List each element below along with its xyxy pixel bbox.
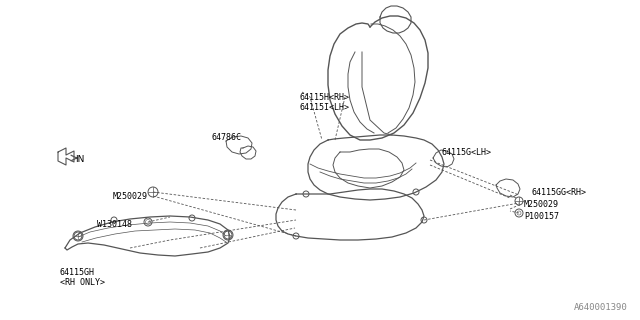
Text: 64115GG<RH>: 64115GG<RH> xyxy=(531,188,586,197)
Text: M250029: M250029 xyxy=(113,192,148,201)
Text: 64115GH: 64115GH xyxy=(60,268,95,277)
Text: IN: IN xyxy=(75,155,84,164)
Text: 64115G<LH>: 64115G<LH> xyxy=(442,148,492,157)
Text: <RH ONLY>: <RH ONLY> xyxy=(60,278,105,287)
Text: M250029: M250029 xyxy=(524,200,559,209)
Text: 64115H<RH>: 64115H<RH> xyxy=(300,93,350,102)
Text: 64115I<LH>: 64115I<LH> xyxy=(300,103,350,112)
Text: P100157: P100157 xyxy=(524,212,559,221)
Text: A640001390: A640001390 xyxy=(574,303,628,312)
Text: 64786C: 64786C xyxy=(212,133,242,142)
Text: W130148: W130148 xyxy=(97,220,132,229)
